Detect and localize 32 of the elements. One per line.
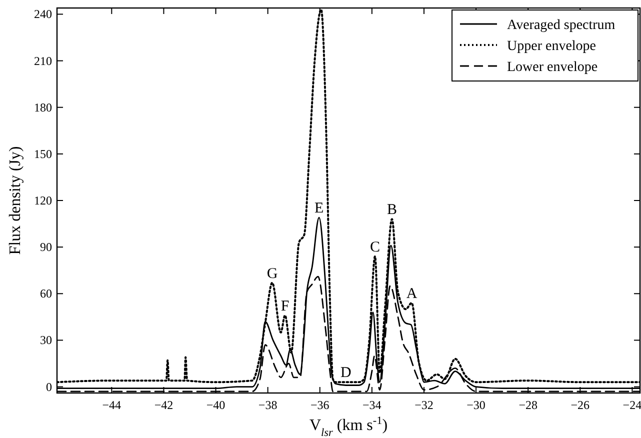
y-tick-label: 90 xyxy=(40,240,52,254)
x-tick-label: −32 xyxy=(414,398,434,412)
legend-label: Upper envelope xyxy=(507,39,596,54)
y-tick-label: 60 xyxy=(40,286,52,301)
x-tick-label: −24 xyxy=(622,398,641,412)
y-tick-label: 150 xyxy=(34,146,52,161)
y-tick-label: 210 xyxy=(34,54,52,68)
y-axis-title: Flux density (Jy) xyxy=(7,146,24,255)
annotation: D xyxy=(340,365,352,382)
x-tick-label: −34 xyxy=(362,398,382,412)
annotation: E xyxy=(314,200,324,217)
x-tick-label: −28 xyxy=(518,398,538,412)
x-tick-label: −36 xyxy=(310,398,330,412)
y-tick-label: 0 xyxy=(46,380,52,394)
y-tick-label: 180 xyxy=(34,100,52,114)
legend-label: Averaged spectrum xyxy=(507,18,616,33)
y-tick-label: 120 xyxy=(34,194,52,208)
annotation: C xyxy=(370,239,380,256)
annotation: F xyxy=(280,298,290,314)
annotation: B xyxy=(386,202,397,218)
x-tick-label: −40 xyxy=(206,398,226,412)
x-tick-label: −30 xyxy=(466,398,486,412)
y-tick-label: 30 xyxy=(40,333,52,348)
annotation: G xyxy=(266,266,278,282)
x-tick-label: −38 xyxy=(258,398,278,412)
legend-label: Lower envelope xyxy=(507,60,598,75)
x-tick-label: −44 xyxy=(102,398,122,412)
x-axis-title: V$_{lsr}$ (km s$^{-1}$) xyxy=(309,415,388,438)
y-tick-label: 240 xyxy=(34,7,52,22)
x-tick-label: −42 xyxy=(154,398,174,412)
x-tick-label: −26 xyxy=(570,398,590,412)
annotation: A xyxy=(406,286,418,302)
